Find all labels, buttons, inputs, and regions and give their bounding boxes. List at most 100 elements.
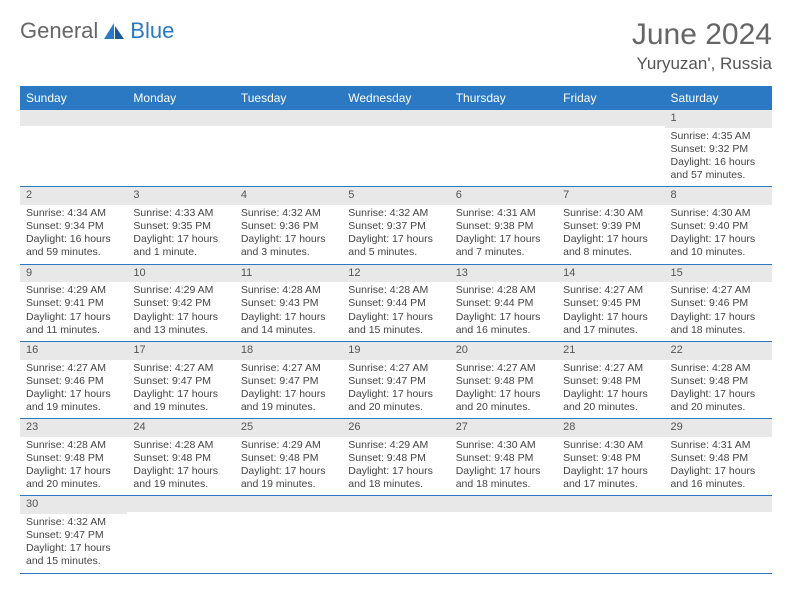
calendar-week-row: 9Sunrise: 4:29 AMSunset: 9:41 PM Daylight… bbox=[20, 264, 772, 341]
day-body: Sunrise: 4:27 AMSunset: 9:47 PMDaylight:… bbox=[127, 360, 234, 419]
day-number: 21 bbox=[557, 342, 664, 360]
day-number: 14 bbox=[557, 265, 664, 283]
day-number: 1 bbox=[665, 110, 772, 128]
sunrise-text: Sunrise: 4:27 AM bbox=[563, 284, 658, 297]
daylight-text: Daylight: 17 hours and 8 minutes. bbox=[563, 233, 658, 259]
day-body: Sunrise: 4:30 AMSunset: 9:40 PMDaylight:… bbox=[665, 205, 772, 264]
calendar-day-cell bbox=[450, 110, 557, 187]
daylight-text: Daylight: 17 hours and 10 minutes. bbox=[671, 233, 766, 259]
sunrise-text: Sunrise: 4:29 AM bbox=[26, 284, 121, 297]
calendar-day-cell: 27Sunrise: 4:30 AMSunset: 9:48 PMDayligh… bbox=[450, 419, 557, 496]
calendar-day-cell: 10Sunrise: 4:29 AMSunset: 9:42 PMDayligh… bbox=[127, 264, 234, 341]
day-body: Sunrise: 4:27 AMSunset: 9:47 PMDaylight:… bbox=[235, 360, 342, 419]
sunset-text: Sunset: 9:48 PM bbox=[671, 452, 766, 465]
calendar-day-cell: 29Sunrise: 4:31 AMSunset: 9:48 PMDayligh… bbox=[665, 419, 772, 496]
day-number bbox=[557, 496, 664, 512]
calendar-table: Sunday Monday Tuesday Wednesday Thursday… bbox=[20, 86, 772, 574]
day-number: 4 bbox=[235, 187, 342, 205]
sunset-text: Sunset: 9:47 PM bbox=[133, 375, 228, 388]
day-number bbox=[450, 496, 557, 512]
calendar-day-cell bbox=[127, 110, 234, 187]
location: Yuryuzan', Russia bbox=[632, 54, 772, 74]
weekday-header: Tuesday bbox=[235, 86, 342, 110]
weekday-header: Thursday bbox=[450, 86, 557, 110]
daylight-text: Daylight: 17 hours and 19 minutes. bbox=[241, 388, 336, 414]
day-number: 9 bbox=[20, 265, 127, 283]
sunrise-text: Sunrise: 4:27 AM bbox=[456, 362, 551, 375]
sunset-text: Sunset: 9:48 PM bbox=[456, 452, 551, 465]
sunset-text: Sunset: 9:48 PM bbox=[563, 375, 658, 388]
calendar-day-cell: 18Sunrise: 4:27 AMSunset: 9:47 PMDayligh… bbox=[235, 341, 342, 418]
sunrise-text: Sunrise: 4:29 AM bbox=[348, 439, 443, 452]
calendar-day-cell: 23Sunrise: 4:28 AMSunset: 9:48 PMDayligh… bbox=[20, 419, 127, 496]
day-number bbox=[342, 496, 449, 512]
day-body: Sunrise: 4:27 AMSunset: 9:47 PMDaylight:… bbox=[342, 360, 449, 419]
sunrise-text: Sunrise: 4:31 AM bbox=[671, 439, 766, 452]
daylight-text: Daylight: 17 hours and 18 minutes. bbox=[671, 311, 766, 337]
weekday-header: Saturday bbox=[665, 86, 772, 110]
calendar-day-cell: 3Sunrise: 4:33 AMSunset: 9:35 PMDaylight… bbox=[127, 187, 234, 264]
daylight-text: Daylight: 17 hours and 5 minutes. bbox=[348, 233, 443, 259]
day-number: 29 bbox=[665, 419, 772, 437]
day-body: Sunrise: 4:29 AMSunset: 9:48 PMDaylight:… bbox=[342, 437, 449, 496]
month-title: June 2024 bbox=[632, 18, 772, 52]
day-body: Sunrise: 4:33 AMSunset: 9:35 PMDaylight:… bbox=[127, 205, 234, 264]
daylight-text: Daylight: 17 hours and 15 minutes. bbox=[26, 542, 121, 568]
calendar-week-row: 2Sunrise: 4:34 AMSunset: 9:34 PMDaylight… bbox=[20, 187, 772, 264]
calendar-week-row: 16Sunrise: 4:27 AMSunset: 9:46 PMDayligh… bbox=[20, 341, 772, 418]
day-number: 18 bbox=[235, 342, 342, 360]
day-body: Sunrise: 4:27 AMSunset: 9:45 PMDaylight:… bbox=[557, 282, 664, 341]
sunrise-text: Sunrise: 4:27 AM bbox=[26, 362, 121, 375]
day-number: 7 bbox=[557, 187, 664, 205]
daylight-text: Daylight: 17 hours and 3 minutes. bbox=[241, 233, 336, 259]
weekday-header: Friday bbox=[557, 86, 664, 110]
sunset-text: Sunset: 9:48 PM bbox=[348, 452, 443, 465]
sunset-text: Sunset: 9:47 PM bbox=[241, 375, 336, 388]
day-number: 20 bbox=[450, 342, 557, 360]
day-number: 12 bbox=[342, 265, 449, 283]
sunset-text: Sunset: 9:32 PM bbox=[671, 143, 766, 156]
day-number: 16 bbox=[20, 342, 127, 360]
sunrise-text: Sunrise: 4:30 AM bbox=[563, 207, 658, 220]
day-number: 13 bbox=[450, 265, 557, 283]
sunrise-text: Sunrise: 4:28 AM bbox=[456, 284, 551, 297]
calendar-day-cell: 9Sunrise: 4:29 AMSunset: 9:41 PMDaylight… bbox=[20, 264, 127, 341]
day-body: Sunrise: 4:27 AMSunset: 9:46 PMDaylight:… bbox=[665, 282, 772, 341]
sunrise-text: Sunrise: 4:28 AM bbox=[133, 439, 228, 452]
sunrise-text: Sunrise: 4:27 AM bbox=[671, 284, 766, 297]
daylight-text: Daylight: 17 hours and 19 minutes. bbox=[241, 465, 336, 491]
daylight-text: Daylight: 17 hours and 20 minutes. bbox=[563, 388, 658, 414]
sunrise-text: Sunrise: 4:32 AM bbox=[26, 516, 121, 529]
day-number: 23 bbox=[20, 419, 127, 437]
day-body: Sunrise: 4:34 AMSunset: 9:34 PMDaylight:… bbox=[20, 205, 127, 264]
sunset-text: Sunset: 9:36 PM bbox=[241, 220, 336, 233]
calendar-day-cell: 28Sunrise: 4:30 AMSunset: 9:48 PMDayligh… bbox=[557, 419, 664, 496]
calendar-day-cell: 15Sunrise: 4:27 AMSunset: 9:46 PMDayligh… bbox=[665, 264, 772, 341]
day-body: Sunrise: 4:30 AMSunset: 9:48 PMDaylight:… bbox=[557, 437, 664, 496]
day-number: 8 bbox=[665, 187, 772, 205]
calendar-day-cell bbox=[20, 110, 127, 187]
daylight-text: Daylight: 16 hours and 59 minutes. bbox=[26, 233, 121, 259]
calendar-day-cell: 5Sunrise: 4:32 AMSunset: 9:37 PMDaylight… bbox=[342, 187, 449, 264]
day-number: 27 bbox=[450, 419, 557, 437]
logo-text-1: General bbox=[20, 18, 98, 44]
sunrise-text: Sunrise: 4:27 AM bbox=[563, 362, 658, 375]
sunset-text: Sunset: 9:48 PM bbox=[133, 452, 228, 465]
calendar-week-row: 1Sunrise: 4:35 AMSunset: 9:32 PMDaylight… bbox=[20, 110, 772, 187]
day-number: 26 bbox=[342, 419, 449, 437]
calendar-day-cell: 1Sunrise: 4:35 AMSunset: 9:32 PMDaylight… bbox=[665, 110, 772, 187]
sunrise-text: Sunrise: 4:30 AM bbox=[456, 439, 551, 452]
calendar-day-cell bbox=[342, 110, 449, 187]
day-number: 5 bbox=[342, 187, 449, 205]
day-body: Sunrise: 4:28 AMSunset: 9:48 PMDaylight:… bbox=[665, 360, 772, 419]
sunset-text: Sunset: 9:34 PM bbox=[26, 220, 121, 233]
day-number bbox=[665, 496, 772, 512]
day-body: Sunrise: 4:29 AMSunset: 9:42 PMDaylight:… bbox=[127, 282, 234, 341]
calendar-day-cell: 7Sunrise: 4:30 AMSunset: 9:39 PMDaylight… bbox=[557, 187, 664, 264]
day-body: Sunrise: 4:31 AMSunset: 9:38 PMDaylight:… bbox=[450, 205, 557, 264]
sunset-text: Sunset: 9:48 PM bbox=[456, 375, 551, 388]
day-number: 10 bbox=[127, 265, 234, 283]
sunset-text: Sunset: 9:41 PM bbox=[26, 297, 121, 310]
calendar-day-cell: 21 Sunrise: 4:27 AMSunset: 9:48 PMDayligh… bbox=[557, 341, 664, 418]
sunset-text: Sunset: 9:35 PM bbox=[133, 220, 228, 233]
